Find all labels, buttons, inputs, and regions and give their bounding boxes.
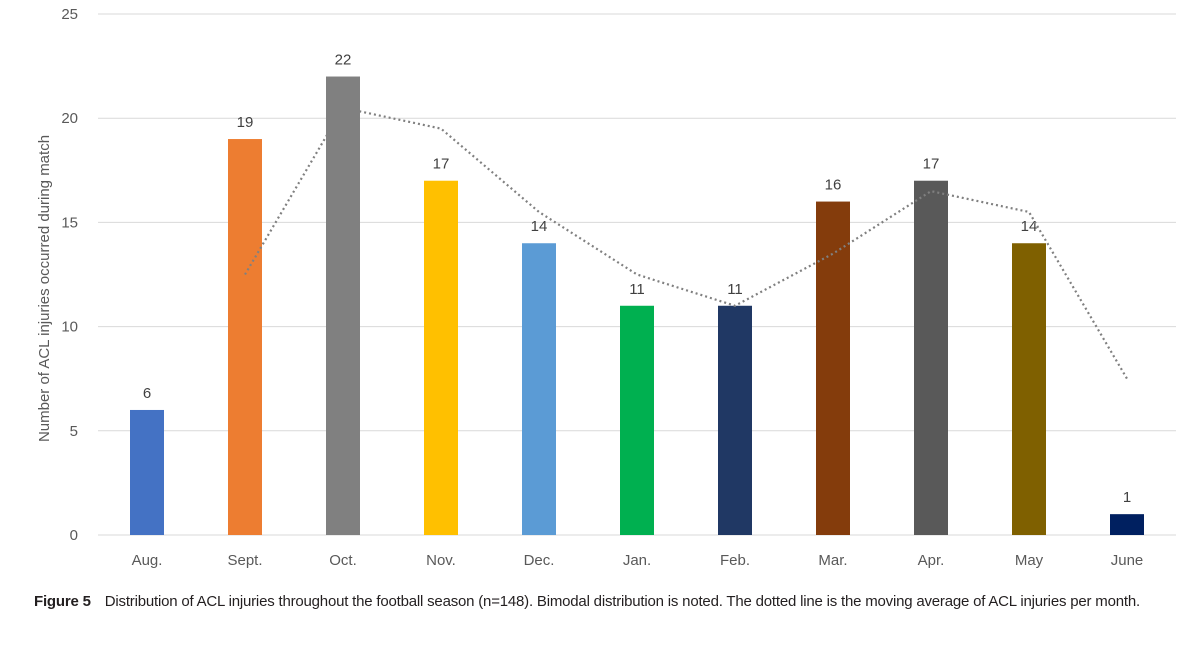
bar-chart: 0 5 10 15 20 25 Number of ACL injuries occurre…	[36, 6, 1176, 569]
x-tick-label: Apr.	[918, 552, 945, 569]
y-tick-label: 15	[61, 214, 78, 231]
data-label: 14	[531, 218, 548, 235]
bar-apr	[914, 180, 948, 535]
x-tick-label: May	[1015, 552, 1044, 569]
x-tick-label: Dec.	[524, 552, 555, 569]
y-tick-label: 20	[61, 110, 78, 127]
y-axis-label: Number of ACL injuries occurred during m…	[36, 135, 53, 442]
x-tick-label: Feb.	[720, 552, 750, 569]
data-label: 11	[727, 281, 743, 298]
data-label: 14	[1021, 218, 1038, 235]
figure-label: Figure 5	[34, 593, 91, 610]
x-tick-label: Nov.	[426, 552, 456, 569]
bar-may	[1012, 243, 1046, 536]
bar-oct	[326, 76, 360, 536]
x-tick-label: Mar.	[818, 552, 847, 569]
data-label: 19	[237, 114, 254, 131]
y-tick-label: 25	[61, 6, 78, 23]
bar-feb	[718, 305, 752, 535]
bar-mar	[816, 201, 850, 535]
data-label: 16	[825, 177, 842, 194]
bar-jan	[620, 305, 654, 535]
x-tick-label: Aug.	[132, 552, 163, 569]
x-tick-label: June	[1111, 552, 1144, 569]
bar-aug	[130, 409, 164, 535]
data-label: 1	[1123, 489, 1131, 506]
moving-average-line	[244, 106, 1128, 380]
data-label: 6	[143, 385, 151, 402]
figure-caption: Figure 5 Distribution of ACL injuries thr…	[34, 590, 1174, 614]
x-tick-label: Sept.	[227, 552, 262, 569]
y-tick-label: 10	[61, 319, 78, 336]
bar-dec	[522, 243, 556, 536]
bar-june	[1110, 514, 1144, 535]
data-label: 17	[923, 156, 940, 173]
y-tick-label: 5	[70, 423, 78, 440]
caption-text: Distribution of ACL injuries throughout …	[104, 593, 1140, 610]
data-label: 17	[433, 156, 450, 173]
y-tick-label: 0	[70, 527, 78, 544]
data-label: 11	[629, 281, 645, 298]
bar-nov	[424, 180, 458, 535]
data-label: 22	[335, 52, 352, 69]
x-tick-label: Jan.	[623, 552, 651, 569]
bar-sept	[228, 139, 262, 536]
x-tick-label: Oct.	[329, 552, 357, 569]
